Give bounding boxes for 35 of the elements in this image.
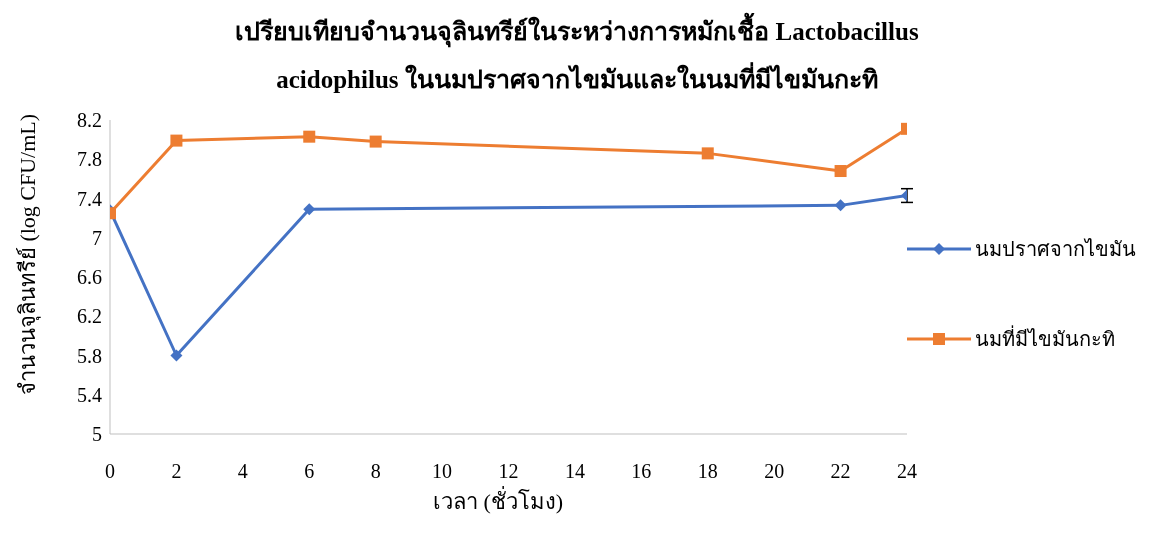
- legend-label: นมที่มีไขมันกะทิ: [975, 324, 1115, 352]
- chart-title: เปรียบเทียบจำนวนจุลินทรีย์ในระหว่างการหมักเชื้อ Lactobacillus acidophilus ในนมปราศจากไขมันและในนมที่มีไขมันกะทิ: [234, 11, 920, 95]
- y-tick-label: 8.2: [77, 109, 102, 132]
- x-tick-label: 0: [105, 460, 115, 483]
- y-axis-title: จำนวนจุลินทรีย์ (log CFU/mL): [14, 113, 42, 395]
- point: [834, 165, 847, 178]
- x-tick-label: 2: [171, 460, 182, 483]
- y-tick-label: 6.2: [77, 305, 102, 328]
- point: [303, 130, 316, 143]
- y-tick-label: 5.8: [77, 344, 102, 367]
- point: [170, 134, 183, 147]
- y-tick-label: 5.4: [77, 383, 102, 406]
- x-tick-label: 8: [370, 460, 381, 483]
- point: [701, 147, 714, 160]
- x-tick-label: 24: [897, 460, 917, 483]
- y-tick-label: 5: [92, 423, 102, 446]
- y-tick-label: 6.6: [77, 266, 102, 289]
- x-tick-label: 14: [564, 460, 585, 483]
- y-tick-label: 7: [92, 226, 102, 249]
- y-tick-label: 7.8: [77, 148, 102, 171]
- point: [170, 349, 183, 362]
- x-tick-label: 20: [764, 460, 785, 483]
- x-tick-label: 10: [432, 460, 453, 483]
- x-tick-label: 4: [237, 460, 248, 483]
- x-tick-label: 16: [631, 460, 652, 483]
- x-tick-label: 22: [830, 460, 851, 483]
- y-tick-label: 7.4: [77, 187, 102, 210]
- point: [303, 203, 316, 216]
- x-tick-label: 6: [304, 460, 315, 483]
- legend-label: นมปราศจากไขมัน: [975, 237, 1136, 262]
- x-tick-label: 12: [498, 460, 519, 483]
- point: [834, 199, 847, 212]
- x-tick-label: 18: [697, 460, 718, 483]
- x-axis-title: เวลา (ชั่วโมง): [431, 485, 565, 516]
- point: [369, 135, 382, 148]
